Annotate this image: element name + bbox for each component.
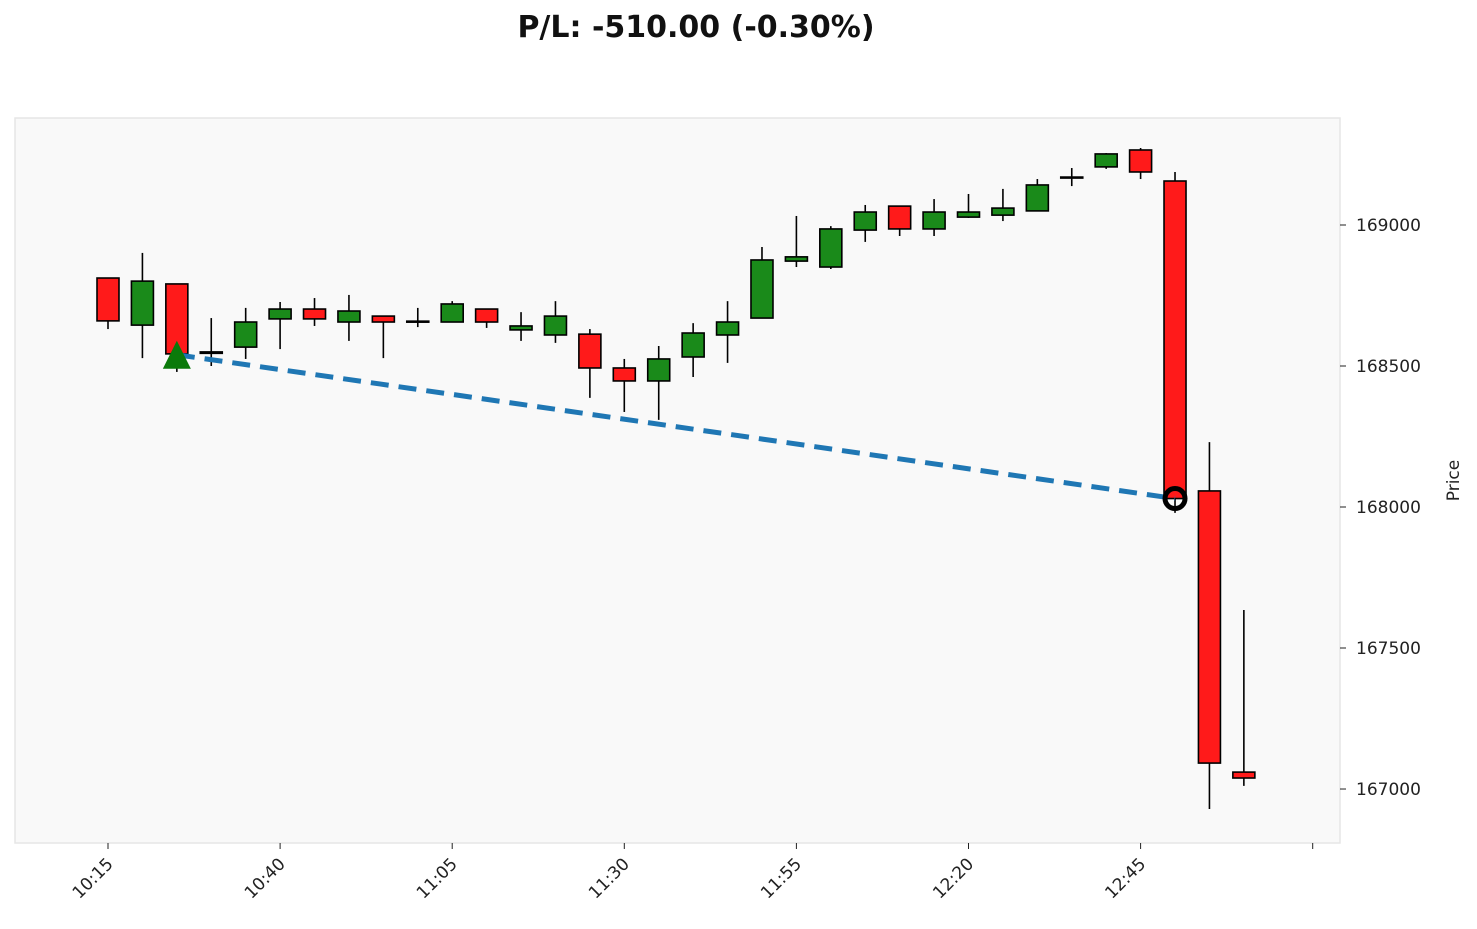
candle-down (1232, 771, 1256, 779)
x-tick-label: 11:55 (757, 854, 806, 903)
x-tick-label: 12:20 (929, 854, 978, 903)
candle-down (612, 367, 637, 382)
plot-area (14, 117, 1341, 844)
candle-up (268, 308, 292, 320)
candle-up (130, 280, 155, 326)
candle-down (302, 308, 327, 320)
candle-up (509, 325, 533, 331)
y-tick-label: 167500 (1356, 639, 1421, 659)
candle-up (405, 320, 430, 323)
x-tick-label: 11:30 (585, 854, 634, 903)
candle-down (474, 308, 499, 323)
candle-down (887, 205, 912, 230)
candle-up (853, 211, 878, 231)
candle-down (1163, 180, 1187, 500)
candle-up (233, 321, 258, 348)
candle-down (96, 277, 120, 322)
candle-up (199, 351, 224, 355)
y-tick-label: 168000 (1356, 498, 1421, 518)
y-tick-label: 168500 (1356, 357, 1421, 377)
candle-up (956, 211, 981, 218)
candle-up (715, 321, 740, 336)
exit-marker (1162, 486, 1188, 512)
y-tick-label: 167000 (1356, 780, 1421, 800)
trade-line (176, 352, 1176, 502)
candle-up (1094, 153, 1118, 168)
candle-up (1025, 184, 1050, 212)
candle-up (681, 332, 705, 358)
x-tick-label: 10:40 (241, 854, 290, 903)
candle-down (1128, 149, 1153, 173)
candle-up (784, 256, 809, 262)
candle-up (337, 310, 361, 323)
candle-up (440, 303, 465, 323)
x-tick-label: 11:05 (413, 854, 462, 903)
chart-title: P/L: -510.00 (-0.30%) (517, 10, 875, 45)
candle-up (922, 211, 946, 230)
candle-down (1197, 490, 1222, 764)
candle-down (578, 333, 602, 369)
x-tick-label: 10:15 (69, 854, 118, 903)
candle-up (646, 358, 671, 382)
candle-up (991, 207, 1015, 216)
candle-up (750, 259, 774, 319)
y-tick-label: 169000 (1356, 216, 1421, 236)
candle-down (371, 315, 396, 323)
candle-up (819, 228, 843, 268)
entry-marker (162, 340, 191, 369)
y-axis-label: Price (1444, 460, 1464, 501)
x-tick-label: 12:45 (1101, 854, 1150, 903)
candle-up (1059, 176, 1084, 179)
candle-up (543, 315, 568, 336)
